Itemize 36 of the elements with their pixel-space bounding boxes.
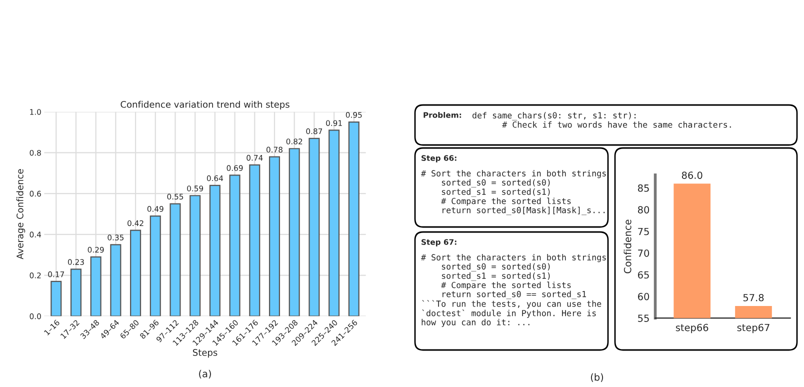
bar: [90, 256, 102, 316]
bar: [50, 280, 62, 316]
y-tick-label: 55: [638, 314, 649, 322]
x-axis-title: Steps: [192, 349, 218, 358]
y-tick-label: 65: [638, 271, 649, 279]
bar: [328, 130, 340, 316]
y-tick-label: 85: [638, 184, 649, 192]
bar: [190, 195, 201, 316]
bar: [268, 156, 280, 316]
y-tick-label: 70: [638, 250, 650, 257]
data-label: 86.0: [682, 172, 702, 179]
text: (b): [590, 373, 604, 382]
y-axis-title: Confidence: [624, 220, 632, 274]
bar: [249, 164, 260, 316]
y-tick-label: 60: [638, 292, 650, 300]
bar: [130, 230, 142, 316]
text: # Sort the characters in both strings sorted_s0 = sorted(s0) sorted_s1 = sorted(s1) # Compare the sorted lists return sorted_s0 == sorted_s1 ```To run the tests, you can use the `doctest` module in Python. Here is how you can do it: ...: [421, 254, 606, 327]
bar: [348, 122, 360, 316]
text: (a): [199, 370, 211, 379]
bar: [308, 138, 320, 316]
chart-title: Confidence variation trend with steps: [120, 100, 290, 110]
bar: [170, 203, 181, 316]
text: def same_chars(s0: str, s1: str): # Check if two words have the same characters.: [472, 112, 731, 128]
y-tick-label: 80: [638, 206, 650, 214]
bar: [150, 216, 161, 316]
x-tick-label: step67: [737, 324, 770, 334]
bar: [70, 268, 82, 316]
y-axis-title: Average Confidence: [16, 169, 26, 260]
bar: [288, 148, 300, 316]
x-tick-label: step66: [676, 324, 708, 334]
bar: [229, 174, 240, 316]
y-tick-label: 75: [638, 228, 649, 236]
bar: [110, 244, 122, 316]
text: # Sort the characters in both strings sorted_s0 = sorted(s0) sorted_s1 = sorted(s1) # Compare the sorted lists return sorted_s0[Mask][Mask]_s...: [421, 170, 606, 216]
data-label: 57.8: [743, 294, 764, 302]
bar: [209, 184, 220, 316]
